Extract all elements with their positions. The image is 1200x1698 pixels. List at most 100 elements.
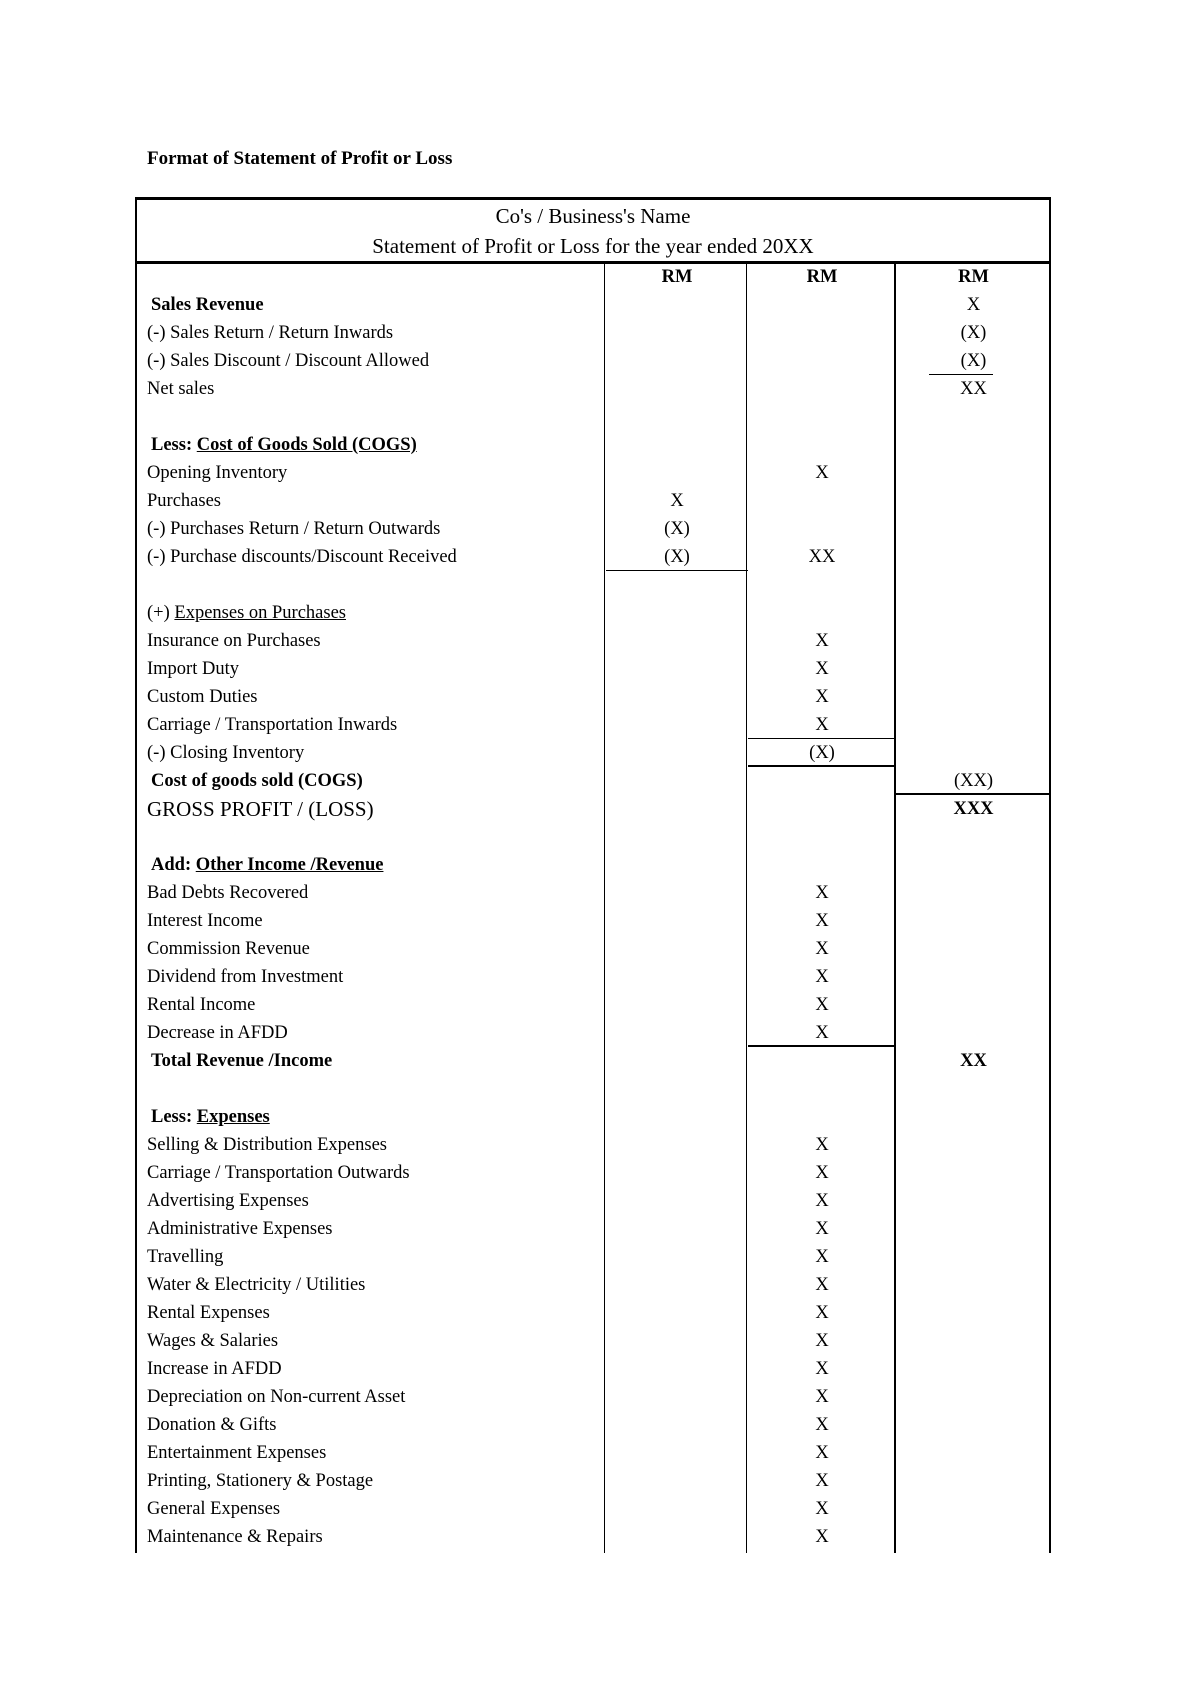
statement-title: Statement of Profit or Loss for the year… bbox=[372, 234, 814, 258]
column-divider bbox=[604, 261, 605, 1553]
amount-cell-c3 bbox=[896, 711, 1051, 739]
table-row: GROSS PROFIT / (LOSS) XXX bbox=[137, 795, 1049, 823]
amount-cell-c2: RM bbox=[748, 263, 896, 291]
amount-cell-c1 bbox=[606, 319, 748, 347]
amount-cell-c2: X bbox=[748, 1355, 896, 1383]
amount-cell-c1: (X) bbox=[606, 515, 748, 543]
amount-cell-c3 bbox=[896, 1327, 1051, 1355]
amount-cell-c3 bbox=[896, 1383, 1051, 1411]
amount-cell-c2: XX bbox=[748, 543, 896, 571]
amount-cell-c3 bbox=[896, 403, 1051, 431]
amount-value: (X) bbox=[960, 323, 987, 343]
amount-cell-c3 bbox=[896, 1439, 1051, 1467]
amount-cell-c1 bbox=[606, 1411, 748, 1439]
amount-cell-c3 bbox=[896, 907, 1051, 935]
amount-value: X bbox=[815, 995, 829, 1015]
amount-cell-c2 bbox=[748, 375, 896, 403]
amount-cell-c3: (XX) bbox=[896, 767, 1051, 795]
amount-cell-c2 bbox=[748, 515, 896, 543]
amount-cell-c2: X bbox=[748, 1495, 896, 1523]
table-row: Opening Inventory X bbox=[137, 459, 1049, 487]
table-row: Dividend from Investment X bbox=[137, 963, 1049, 991]
amount-value: X bbox=[815, 1163, 829, 1183]
amount-cell-c2: (X) bbox=[748, 739, 896, 767]
amount-cell-c3 bbox=[896, 1355, 1051, 1383]
amount-value: XX bbox=[808, 547, 836, 567]
amount-cell-c2 bbox=[748, 319, 896, 347]
row-label: Administrative Expenses bbox=[147, 1219, 333, 1239]
row-label: Dividend from Investment bbox=[147, 967, 344, 987]
table-row: Depreciation on Non-current Asset X bbox=[137, 1383, 1049, 1411]
amount-cell-c1 bbox=[606, 1467, 748, 1495]
amount-value: X bbox=[815, 1219, 829, 1239]
amount-cell-c1 bbox=[606, 851, 748, 879]
table-row: Entertainment Expenses X bbox=[137, 1439, 1049, 1467]
amount-cell-c2: X bbox=[748, 1411, 896, 1439]
table-row: (-) Closing Inventory (X) bbox=[137, 739, 1049, 767]
row-label: Opening Inventory bbox=[147, 463, 288, 483]
table-row: Administrative Expenses X bbox=[137, 1215, 1049, 1243]
row-label: Entertainment Expenses bbox=[147, 1443, 327, 1463]
table-row: Water & Electricity / Utilities X bbox=[137, 1271, 1049, 1299]
row-label: Maintenance & Repairs bbox=[147, 1527, 323, 1547]
amount-cell-c1: (X) bbox=[606, 543, 748, 571]
section-heading: Expenses on Purchases bbox=[174, 603, 346, 623]
amount-value: X bbox=[815, 1499, 829, 1519]
amount-cell-c1 bbox=[606, 711, 748, 739]
amount-cell-c1 bbox=[606, 963, 748, 991]
row-label: Less: Expenses bbox=[151, 1103, 270, 1131]
amount-cell-c3 bbox=[896, 1103, 1051, 1131]
table-row: (-) Purchases Return / Return Outwards (X… bbox=[137, 515, 1049, 543]
row-label: Bad Debts Recovered bbox=[147, 883, 309, 903]
table-row: Custom Duties X bbox=[137, 683, 1049, 711]
amount-cell-c1 bbox=[606, 1019, 748, 1047]
table-row: Less: Expenses bbox=[137, 1103, 1049, 1131]
amount-cell-c1 bbox=[606, 935, 748, 963]
amount-cell-c2 bbox=[748, 571, 896, 599]
table-row: Import Duty X bbox=[137, 655, 1049, 683]
amount-cell-c2: X bbox=[748, 1131, 896, 1159]
amount-cell-c1 bbox=[606, 823, 748, 851]
table-row: Cost of goods sold (COGS) (XX) bbox=[137, 767, 1051, 795]
amount-cell-c3: (X) bbox=[896, 347, 1051, 375]
row-label: Decrease in AFDD bbox=[147, 1023, 288, 1043]
row-label: Travelling bbox=[147, 1247, 224, 1267]
amount-cell-c3 bbox=[896, 739, 1051, 767]
amount-cell-c1 bbox=[606, 375, 748, 403]
amount-cell-c1 bbox=[606, 907, 748, 935]
amount-cell-c3 bbox=[896, 1215, 1051, 1243]
section-heading: Expenses bbox=[196, 1107, 270, 1127]
section-heading: Other Income /Revenue bbox=[195, 855, 384, 875]
amount-cell-c3 bbox=[896, 1523, 1051, 1551]
amount-cell-c2 bbox=[748, 767, 896, 795]
amount-cell-c1 bbox=[606, 571, 748, 599]
amount-cell-c2: X bbox=[748, 1299, 896, 1327]
amount-cell-c2 bbox=[748, 851, 896, 879]
amount-cell-c1 bbox=[606, 795, 748, 823]
amount-cell-c1 bbox=[606, 1159, 748, 1187]
amount-cell-c2 bbox=[748, 1075, 896, 1103]
row-label: Carriage / Transportation Outwards bbox=[147, 1163, 410, 1183]
row-label: Interest Income bbox=[147, 911, 263, 931]
amount-cell-c2 bbox=[748, 291, 896, 319]
amount-cell-c1 bbox=[606, 599, 748, 627]
row-label: Add: Other Income /Revenue bbox=[151, 851, 383, 879]
table-row bbox=[137, 571, 1049, 599]
amount-cell-c2: X bbox=[748, 1215, 896, 1243]
amount-value: X bbox=[815, 1331, 829, 1351]
amount-cell-c1 bbox=[606, 1243, 748, 1271]
amount-cell-c3 bbox=[896, 1187, 1051, 1215]
amount-value: X bbox=[815, 687, 829, 707]
amount-cell-c3 bbox=[896, 599, 1051, 627]
amount-cell-c2 bbox=[748, 1103, 896, 1131]
amount-cell-c1 bbox=[606, 1271, 748, 1299]
row-label: (-) Closing Inventory bbox=[147, 743, 305, 763]
amount-cell-c2 bbox=[748, 599, 896, 627]
amount-value: X bbox=[815, 939, 829, 959]
amount-value: X bbox=[815, 967, 829, 987]
amount-cell-c1 bbox=[606, 879, 748, 907]
table-header: Co's / Business's Name Statement of Prof… bbox=[137, 200, 1049, 264]
column-divider bbox=[746, 261, 747, 1553]
amount-cell-c2: X bbox=[748, 1523, 896, 1551]
amount-cell-c3 bbox=[896, 1467, 1051, 1495]
